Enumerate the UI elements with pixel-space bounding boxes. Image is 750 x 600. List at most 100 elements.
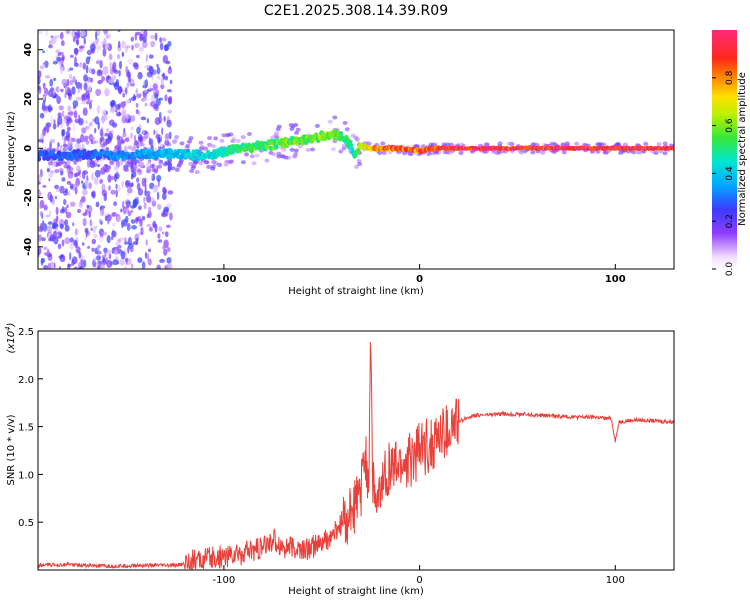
colorbar: 0.0 0.2 0.4 0.6 0.8 Normalized spectral ampl… — [712, 30, 748, 276]
noise-point — [78, 266, 82, 269]
noise-point — [162, 192, 167, 200]
ridge-halo-point — [206, 164, 212, 169]
noise-point — [60, 40, 65, 47]
noise-point — [136, 93, 142, 99]
ridge-halo-point — [380, 141, 386, 146]
noise-point — [125, 200, 131, 207]
noise-point — [165, 231, 169, 238]
noise-point — [146, 118, 149, 124]
noise-point — [125, 259, 128, 266]
ridge-halo-point — [597, 142, 603, 147]
snr-ticks: -100 0 100 0.5 1.0 1.5 2.0 2.5 — [18, 327, 625, 586]
noise-point — [129, 246, 134, 253]
noise-point — [107, 33, 111, 40]
noise-point — [111, 212, 116, 217]
noise-point — [121, 219, 124, 229]
noise-point — [160, 84, 165, 90]
ridge-point — [149, 148, 154, 154]
noise-point — [131, 182, 134, 187]
noise-point — [66, 118, 70, 127]
noise-point — [141, 261, 146, 269]
noise-point — [125, 99, 131, 104]
noise-point — [102, 66, 109, 75]
ridge-halo-point — [338, 149, 344, 154]
noise-point — [167, 190, 174, 195]
noise-point — [115, 183, 118, 190]
noise-point — [90, 221, 93, 227]
ridge-halo-point — [213, 161, 219, 166]
snr-ylabel: SNR (10 * v/v) — [6, 414, 17, 485]
ridge-point — [274, 144, 279, 150]
noise-point — [38, 181, 41, 185]
noise-point — [64, 206, 68, 214]
ridge-halo-point — [441, 142, 447, 147]
noise-point — [168, 96, 172, 105]
noise-point — [130, 173, 134, 180]
ridge-halo-point — [207, 142, 212, 147]
noise-point — [120, 250, 126, 260]
noise-point — [99, 209, 105, 217]
noise-point — [60, 67, 63, 75]
ridge-halo-point — [198, 161, 204, 165]
noise-point — [148, 206, 152, 211]
noise-point — [42, 130, 46, 137]
noise-point — [81, 127, 87, 134]
noise-point — [150, 40, 156, 48]
noise-point — [54, 184, 60, 190]
noise-point — [55, 206, 59, 215]
noise-point — [59, 232, 63, 237]
ridge-halo-point — [634, 150, 640, 155]
noise-point — [88, 100, 92, 110]
noise-point — [115, 189, 118, 198]
noise-point — [126, 192, 130, 197]
noise-point — [106, 235, 111, 244]
ridge-halo-point — [194, 170, 200, 175]
noise-point — [144, 189, 148, 197]
noise-point — [109, 175, 115, 181]
noise-point — [148, 248, 151, 253]
noise-point — [121, 108, 127, 118]
noise-point — [66, 78, 70, 87]
noise-point — [127, 187, 133, 194]
ridge-halo-point — [224, 159, 230, 164]
noise-point — [56, 95, 59, 99]
ridge-halo-point — [139, 161, 145, 166]
noise-point — [167, 109, 173, 114]
noise-point — [46, 248, 50, 256]
noise-point — [159, 37, 163, 43]
noise-point — [41, 105, 48, 111]
noise-point — [80, 180, 84, 184]
noise-point — [106, 259, 113, 268]
snr-xtick-label: 100 — [606, 575, 625, 586]
noise-point — [78, 201, 84, 208]
snr-marks — [38, 342, 674, 570]
noise-point — [121, 180, 124, 188]
noise-point — [135, 217, 140, 222]
ridge-halo-point — [207, 136, 213, 140]
noise-point — [105, 137, 112, 144]
ridge-halo-point — [381, 151, 387, 156]
noise-point — [73, 173, 78, 178]
ridge-halo-point — [62, 147, 68, 152]
noise-point — [127, 69, 130, 76]
snr-scale-label: (x10 — [6, 331, 17, 354]
spectrogram-ytick-label: -20 — [23, 188, 34, 206]
noise-point — [63, 199, 67, 206]
snr-plot-area — [38, 331, 674, 570]
noise-point — [82, 259, 87, 268]
ridge-halo-point — [146, 166, 152, 171]
noise-point — [57, 112, 62, 118]
noise-point — [156, 63, 159, 68]
noise-point — [67, 263, 72, 267]
noise-point — [100, 41, 106, 45]
ridge-halo-point — [174, 167, 180, 172]
ridge-point — [249, 148, 254, 154]
noise-point — [103, 193, 108, 202]
noise-point — [95, 88, 101, 97]
ridge-point — [42, 155, 47, 161]
ridge-halo-point — [276, 151, 282, 156]
noise-point — [130, 219, 136, 224]
ridge-halo-point — [235, 138, 241, 143]
noise-point — [77, 64, 84, 68]
noise-point — [74, 187, 78, 195]
